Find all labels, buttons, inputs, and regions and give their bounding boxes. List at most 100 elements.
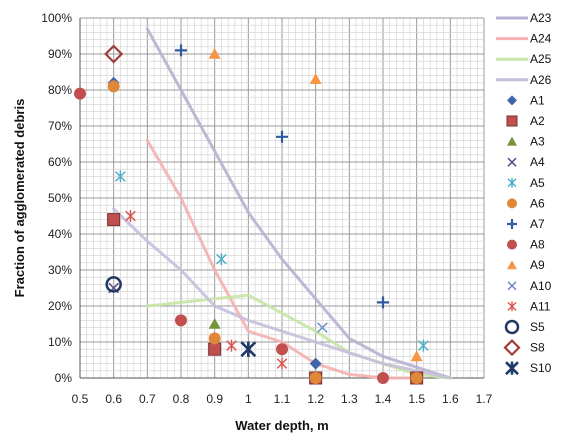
legend-swatch-a10 <box>507 281 517 291</box>
legend-swatch-a3 <box>507 136 517 146</box>
legend-swatch-a11 <box>507 301 517 312</box>
legend-swatch-a1 <box>507 95 517 106</box>
data-point-a8 <box>377 372 389 384</box>
legend-item-a10: A10 <box>507 279 552 293</box>
y-tick-label: 80% <box>48 83 72 97</box>
legend-item-a2: A2 <box>506 114 545 128</box>
legend-item-s8: S8 <box>503 339 545 357</box>
data-point-a6 <box>410 372 423 384</box>
data-point-a9 <box>309 73 322 84</box>
legend-label-a1: A1 <box>530 93 545 107</box>
data-point-a6 <box>208 332 221 345</box>
legend-item-a4: A4 <box>507 155 545 169</box>
legend-label-a25: A25 <box>530 52 552 66</box>
legend-swatch-a5 <box>507 177 517 188</box>
legend-swatch-a2 <box>506 115 518 127</box>
x-tick-label: 0.5 <box>72 392 89 406</box>
grid <box>79 17 485 379</box>
legend-label-a10: A10 <box>530 279 552 293</box>
y-tick-label: 20% <box>48 299 72 313</box>
legend-label-a5: A5 <box>530 176 545 190</box>
legend-item-a25: A25 <box>496 52 552 66</box>
legend-item-a24: A24 <box>496 32 552 46</box>
legend-item-s10: S10 <box>505 361 552 376</box>
legend-item-a5: A5 <box>507 176 545 190</box>
data-point-a6 <box>107 80 120 93</box>
x-tick-label: 1.3 <box>341 392 358 406</box>
data-point-a7 <box>377 296 389 309</box>
data-point-a5 <box>115 170 126 183</box>
data-point-a7 <box>175 44 187 57</box>
data-point-a5 <box>418 339 429 352</box>
legend-label-a24: A24 <box>530 32 552 46</box>
legend-item-a7: A7 <box>507 217 545 231</box>
data-point-a2 <box>107 213 121 227</box>
legend-item-a11: A11 <box>507 299 551 313</box>
series-line-a25 <box>145 293 452 380</box>
legend-swatch-a7 <box>507 219 517 229</box>
legend-label-a9: A9 <box>530 258 545 272</box>
data-point-a1 <box>309 357 322 370</box>
data-point-a5 <box>216 253 227 266</box>
x-tick-label: 1.5 <box>408 392 425 406</box>
x-tick-label: 1.4 <box>375 392 392 406</box>
x-tick-label: 1.7 <box>476 392 493 406</box>
series-line-a26 <box>112 207 452 380</box>
series-line-a23 <box>145 27 452 380</box>
x-tick-label: 0.6 <box>105 392 122 406</box>
legend-label-a26: A26 <box>530 73 552 87</box>
legend-label-a7: A7 <box>530 217 545 231</box>
y-tick-label: 70% <box>48 119 72 133</box>
legend-label-s10: S10 <box>530 361 552 375</box>
data-point-a10 <box>317 322 328 333</box>
data-point-a6 <box>309 372 322 384</box>
legend-swatch-s8 <box>503 339 521 357</box>
legend-label-a11: A11 <box>530 299 551 313</box>
y-axis-title: Fraction of agglomerated debris <box>12 99 27 298</box>
y-tick-label: 40% <box>48 227 72 241</box>
legend-item-a9: A9 <box>507 258 545 272</box>
legend-label-a4: A4 <box>530 155 545 169</box>
data-point-a9 <box>410 350 423 362</box>
series-markers <box>74 44 429 385</box>
series-line-a24 <box>145 138 419 380</box>
data-point-s10 <box>240 341 257 358</box>
data-point-a11 <box>125 210 136 222</box>
x-tick-label: 1.6 <box>442 392 459 406</box>
legend-item-a3: A3 <box>507 135 545 149</box>
x-tick-label: 1.2 <box>307 392 324 406</box>
legend-label-a3: A3 <box>530 135 545 149</box>
legend-label-a2: A2 <box>530 114 545 128</box>
legend-item-a26: A26 <box>496 73 552 87</box>
data-point-a7 <box>276 130 288 143</box>
y-tick-label: 30% <box>48 263 72 277</box>
legend-item-a6: A6 <box>507 196 545 210</box>
x-tick-label: 0.8 <box>173 392 190 406</box>
x-tick-label: 0.9 <box>206 392 223 406</box>
x-tick-label: 1.1 <box>274 392 291 406</box>
data-point-s8 <box>104 44 124 64</box>
legend-label-s5: S5 <box>530 320 545 334</box>
legend-label-a23: A23 <box>530 11 552 25</box>
y-tick-label: 100% <box>41 11 72 25</box>
legend-swatch-a9 <box>507 260 517 270</box>
legend-label-a6: A6 <box>530 196 545 210</box>
legend-swatch-s10 <box>505 361 519 376</box>
y-tick-label: 60% <box>48 155 72 169</box>
x-tick-labels: 0.5 0.6 0.7 0.8 0.9 1 1.1 1.2 1.3 1.4 1.5 1.6 1.7 <box>72 392 493 406</box>
y-tick-label: 10% <box>48 335 72 349</box>
data-point-a3 <box>208 318 221 329</box>
y-tick-label: 50% <box>48 191 72 205</box>
x-axis-title: Water depth, m <box>235 418 328 433</box>
y-tick-label: 90% <box>48 47 72 61</box>
legend-label-a8: A8 <box>530 238 545 252</box>
data-point-a8 <box>276 343 288 356</box>
legend-swatch-a6 <box>507 198 517 209</box>
x-tick-label: 0.7 <box>139 392 156 406</box>
legend-swatch-a4 <box>507 157 517 167</box>
data-point-a11 <box>276 357 288 370</box>
legend-item-a8: A8 <box>507 238 545 252</box>
legend-item-a1: A1 <box>507 93 545 107</box>
legend-label-s8: S8 <box>530 341 545 355</box>
